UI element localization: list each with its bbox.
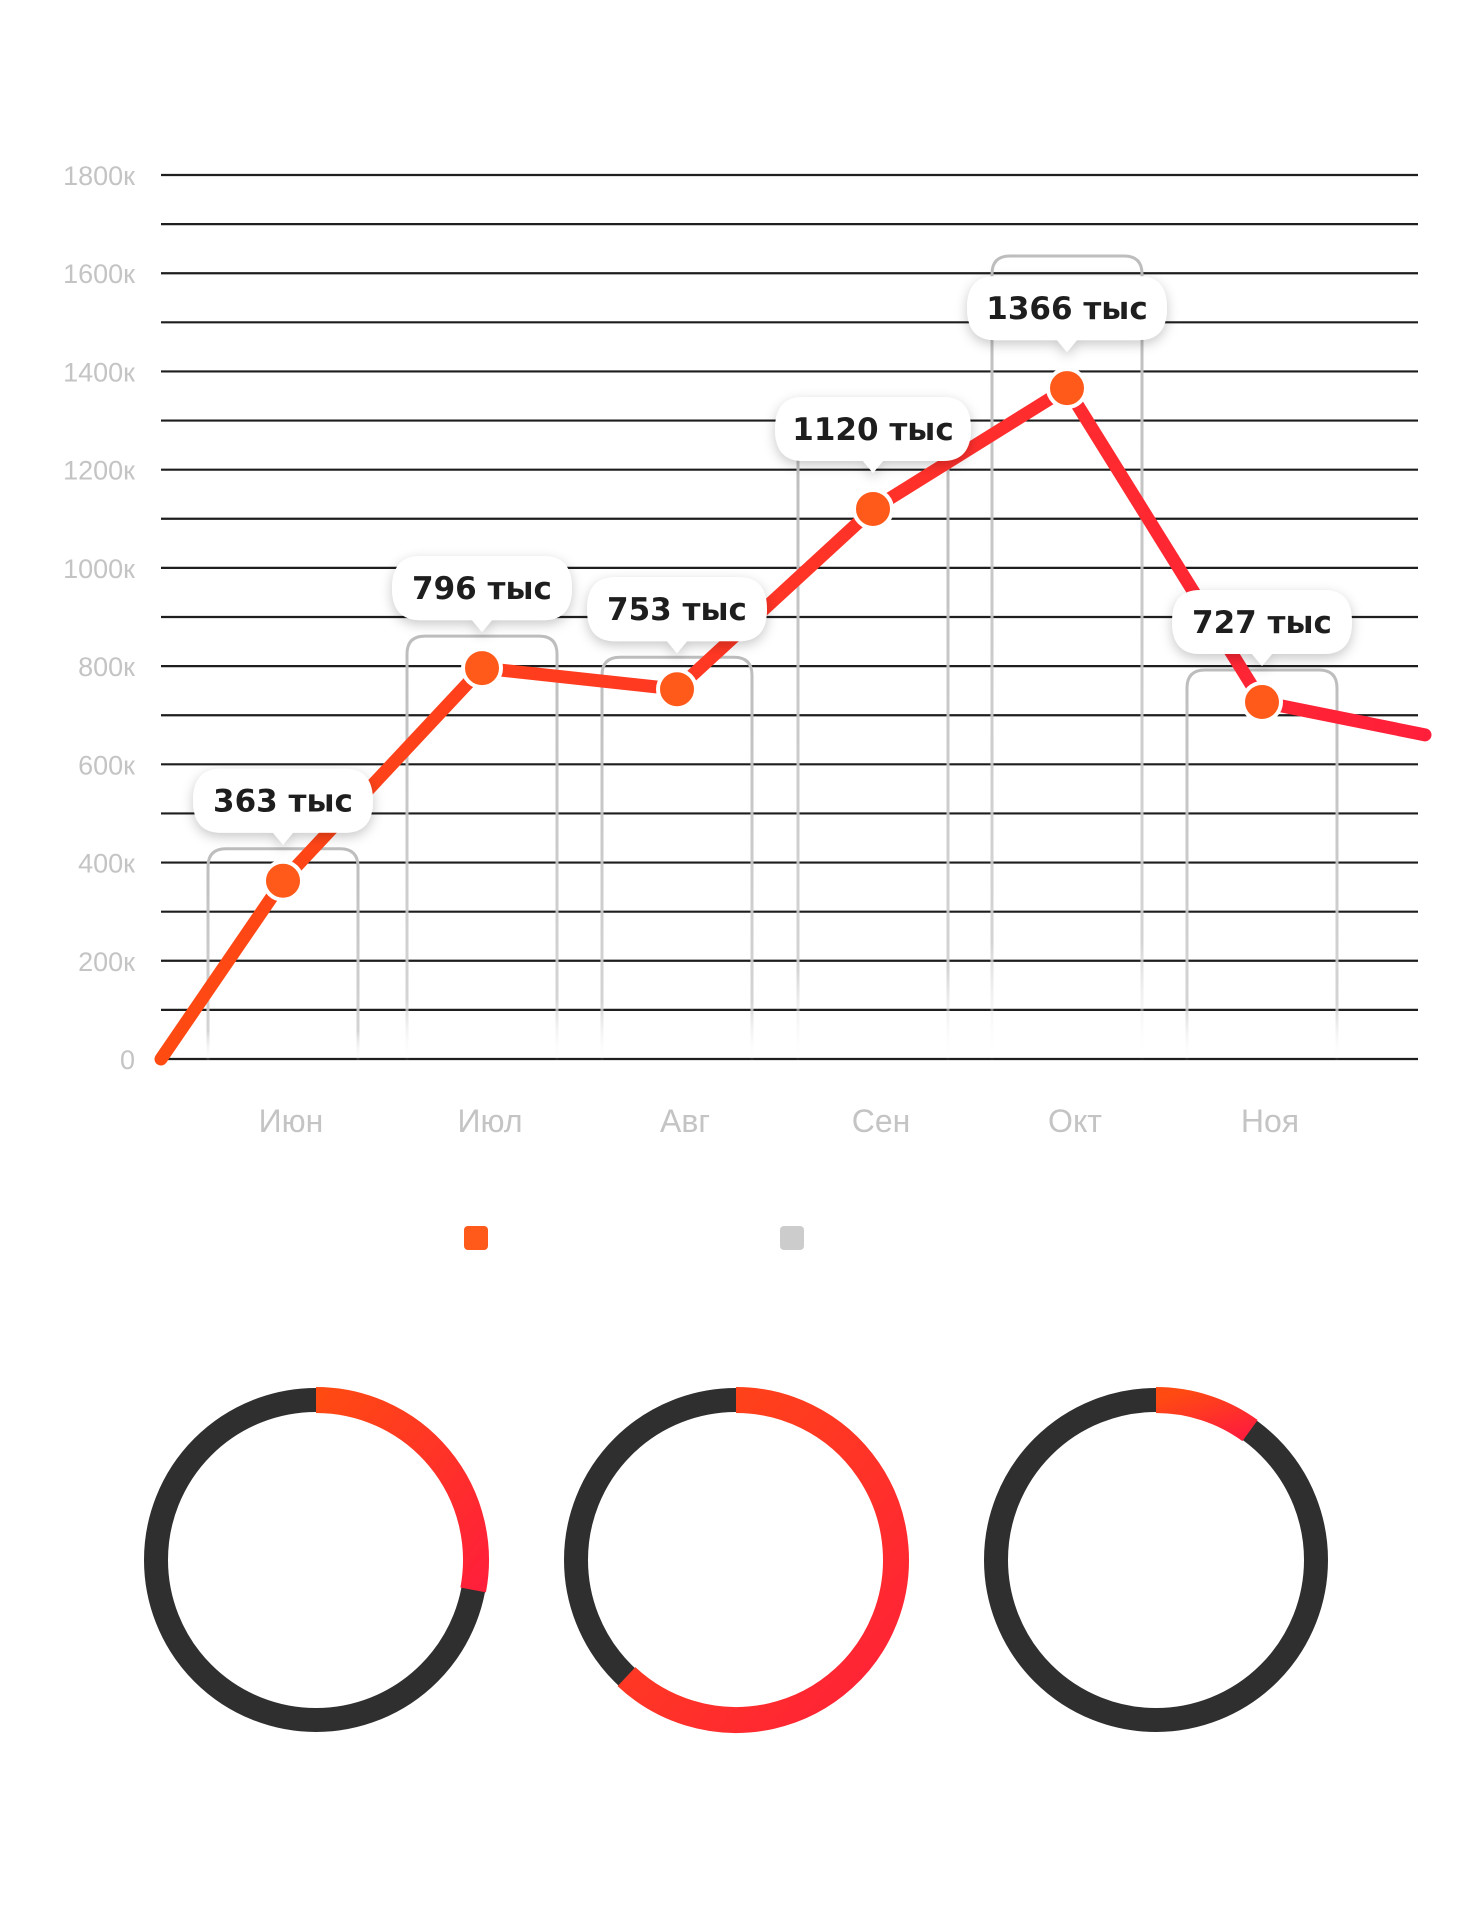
x-category-label: Окт: [1048, 1103, 1102, 1139]
y-tick-label: 200к: [78, 947, 135, 977]
callout-bubble: [587, 577, 767, 654]
column-bracket: [405, 634, 559, 1063]
column-bracket: [206, 847, 360, 1063]
column-brackets: [206, 254, 1339, 1063]
column-bracket: [990, 254, 1144, 1063]
callout-bubble: [392, 556, 572, 633]
callout-bubble: [193, 768, 373, 845]
x-category-label: Июл: [458, 1103, 523, 1139]
y-tick-label: 1400к: [63, 357, 135, 387]
donut-chart: [564, 1387, 909, 1733]
x-category-label: Авг: [660, 1103, 710, 1139]
data-point: [852, 487, 894, 530]
donut-slice: [617, 1387, 909, 1733]
legend: [464, 1226, 804, 1250]
data-callout: 753 тыс: [587, 577, 767, 654]
data-label: 727 тыс: [1192, 605, 1332, 641]
data-point: [1241, 680, 1283, 723]
data-callout: 796 тыс: [392, 556, 572, 633]
data-label: 1120 тыс: [792, 412, 953, 448]
series-line: [154, 381, 1432, 1066]
callout-bubble: [967, 276, 1167, 353]
x-category-label: Июн: [259, 1103, 324, 1139]
y-tick-label: 0: [120, 1045, 135, 1075]
line-series: [154, 381, 1432, 1066]
data-point: [656, 668, 698, 711]
y-tick-label: 1000к: [63, 554, 135, 584]
legend-swatch: [780, 1226, 804, 1250]
callout-bubble: [775, 396, 971, 473]
callout-bubble: [1172, 589, 1352, 666]
y-tick-label: 1200к: [63, 456, 135, 486]
data-callout: 1366 тыс: [967, 276, 1167, 353]
y-tick-label: 600к: [78, 750, 135, 780]
x-category-label: Сен: [852, 1103, 911, 1139]
data-points: [262, 367, 1283, 902]
data-callout: 1120 тыс: [775, 396, 971, 473]
column-bracket: [600, 655, 754, 1063]
data-point: [262, 859, 304, 902]
data-point: [1046, 367, 1088, 410]
data-label: 1366 тыс: [986, 291, 1147, 327]
data-callouts: 363 тыс 796 тыс 753 тыс 1120 тыс 1366 тыс 727…: [193, 276, 1352, 845]
data-callout: 727 тыс: [1172, 589, 1352, 666]
y-tick-label: 800к: [78, 652, 135, 682]
x-category-label: Ноя: [1241, 1103, 1299, 1139]
data-label: 796 тыс: [412, 571, 552, 607]
x-axis-category-labels: Июн Июл Авг Сен Окт Ноя: [259, 1103, 1299, 1139]
donut-charts: [144, 1387, 1328, 1733]
y-tick-label: 1800к: [63, 161, 135, 191]
legend-swatch: [464, 1226, 488, 1250]
donut-slice: [1155, 1387, 1258, 1442]
donut-slice: [315, 1387, 489, 1593]
column-bracket: [1185, 668, 1339, 1063]
donut-track: [984, 1388, 1328, 1732]
data-callout: 363 тыс: [193, 768, 373, 845]
y-tick-label: 400к: [78, 849, 135, 879]
data-label: 753 тыс: [607, 592, 747, 628]
y-tick-label: 1600к: [63, 259, 135, 289]
data-point: [461, 647, 503, 690]
donut-chart: [984, 1387, 1328, 1732]
data-label: 363 тыс: [213, 784, 353, 820]
donut-chart: [144, 1387, 489, 1732]
y-axis-tick-labels: 0 200к 400к 600к 800к 1000к 1200к 1400к 1600к 180…: [63, 161, 135, 1075]
